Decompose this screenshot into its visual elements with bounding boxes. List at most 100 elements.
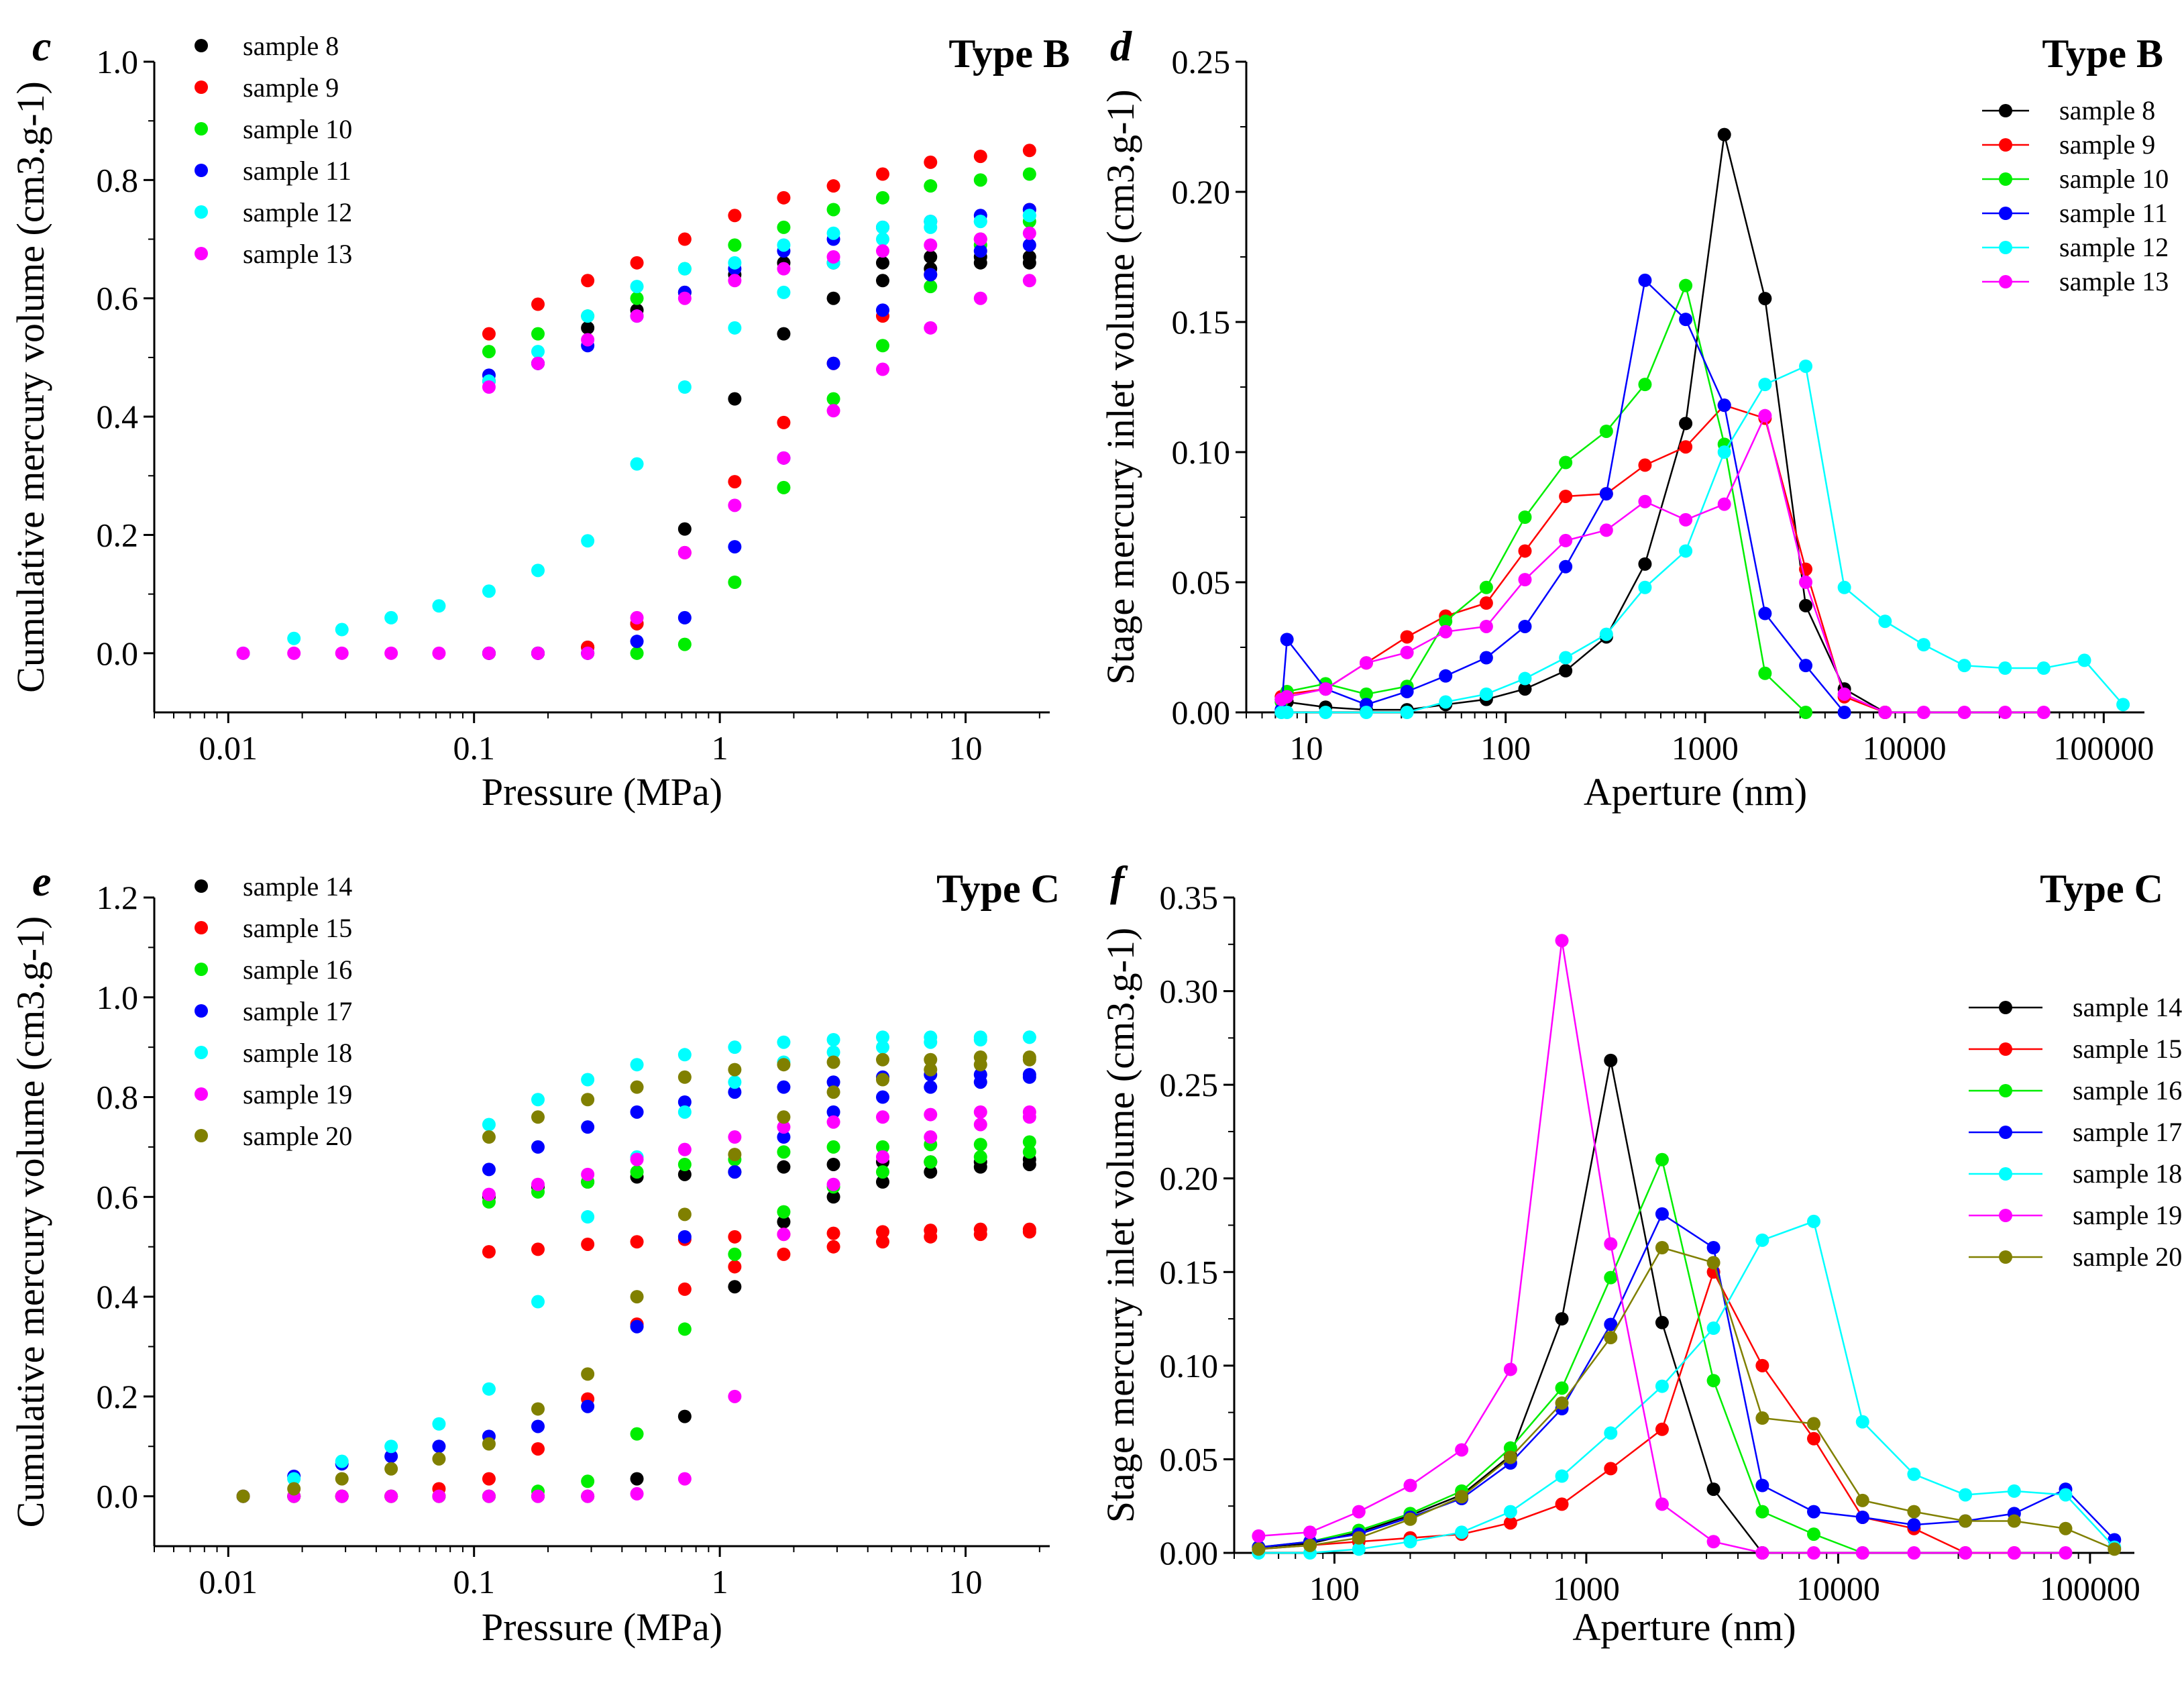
extrusion-point — [973, 1030, 987, 1044]
data-point — [1755, 1411, 1769, 1425]
data-point — [1907, 1518, 1921, 1532]
extrusion-point — [677, 1070, 692, 1084]
data-point — [1518, 619, 1532, 633]
y-tick-label: 0.8 — [97, 161, 139, 199]
data-point — [1679, 313, 1693, 327]
data-point — [2059, 1546, 2073, 1560]
data-point — [1479, 651, 1493, 665]
legend-item: sample 19 — [195, 1079, 352, 1109]
series-line — [1258, 1212, 2116, 1548]
series-line — [1280, 278, 1845, 713]
data-point — [2007, 1514, 2021, 1528]
panel-letter: f — [1110, 857, 1128, 905]
legend-marker — [1999, 1001, 2012, 1014]
y-tick-label: 0.25 — [1172, 43, 1231, 80]
extrusion-point — [826, 1075, 840, 1089]
extrusion-point — [777, 1120, 791, 1134]
intrusion-point — [630, 610, 644, 625]
intrusion-point — [236, 646, 250, 660]
series-line — [1258, 1246, 2115, 1550]
extrusion-point — [581, 1093, 595, 1107]
intrusion-point — [875, 1090, 889, 1104]
series-sample-19 — [1252, 934, 2073, 1560]
legend-label: sample 13 — [243, 239, 352, 269]
extrusion-point — [677, 1095, 692, 1109]
extrusion-point — [777, 1145, 791, 1159]
data-point — [1400, 645, 1414, 659]
extrusion-point — [924, 1052, 938, 1067]
data-point — [2059, 1521, 2073, 1535]
data-point — [1655, 1152, 1669, 1167]
intrusion-point — [432, 599, 446, 613]
series-sample-12 — [236, 209, 1036, 660]
extrusion-point — [777, 1035, 791, 1049]
intrusion-point — [581, 1474, 595, 1488]
intrusion-point — [924, 268, 938, 282]
series-sample-18 — [236, 1030, 1036, 1503]
data-point — [1518, 671, 1532, 686]
series-line — [1258, 1060, 1763, 1554]
data-point — [1998, 661, 2012, 675]
intrusion-point — [777, 1215, 791, 1229]
intrusion-point — [826, 392, 840, 406]
data-point — [1359, 687, 1373, 701]
y-tick-label: 0.15 — [1172, 303, 1231, 341]
x-tick-label: 1000 — [1553, 1570, 1620, 1607]
data-point — [2077, 653, 2091, 667]
intrusion-point — [677, 1230, 692, 1244]
extrusion-point — [826, 250, 840, 264]
legend-item: sample 18 — [195, 1038, 352, 1068]
data-point — [1855, 1415, 1869, 1429]
series-sample-11 — [482, 203, 1036, 660]
extrusion-point — [826, 203, 840, 217]
data-point — [1957, 706, 1971, 719]
legend-marker — [195, 1004, 208, 1018]
extrusion-point — [924, 1107, 938, 1122]
extrusion-point — [581, 1167, 595, 1181]
extrusion-point — [777, 1058, 791, 1072]
intrusion-point — [531, 1419, 545, 1433]
intrusion-point — [728, 576, 742, 589]
data-point — [1559, 651, 1573, 665]
extrusion-point — [826, 1115, 840, 1129]
data-point — [1599, 424, 1613, 438]
legend-marker — [1999, 1042, 2012, 1056]
intrusion-point — [335, 1472, 349, 1486]
extrusion-point — [1022, 1030, 1036, 1044]
data-point — [1807, 1431, 1821, 1446]
extrusion-point — [777, 262, 791, 276]
extrusion-point — [1022, 1222, 1036, 1236]
legend-item: sample 14 — [1969, 992, 2182, 1022]
legend-label: sample 14 — [2073, 992, 2182, 1022]
extrusion-point — [973, 150, 987, 164]
intrusion-point — [630, 1472, 644, 1486]
extrusion-point — [531, 1140, 545, 1154]
intrusion-point — [924, 280, 938, 294]
data-point — [1916, 638, 1930, 652]
legend-label: sample 16 — [2073, 1075, 2182, 1105]
x-tick-label: 10000 — [1796, 1570, 1880, 1607]
extrusion-point — [924, 215, 938, 229]
series-sample-8 — [1274, 127, 1892, 719]
data-point — [1559, 533, 1573, 547]
legend-label: sample 15 — [2073, 1034, 2182, 1064]
x-tick-label: 1 — [712, 729, 728, 767]
data-point — [1479, 596, 1493, 610]
data-point — [1604, 1237, 1618, 1251]
intrusion-point — [677, 610, 692, 625]
extrusion-point — [531, 1110, 545, 1124]
extrusion-point — [924, 179, 938, 193]
data-point — [1518, 573, 1532, 587]
legend-marker — [1999, 275, 2012, 288]
intrusion-point — [777, 285, 791, 299]
intrusion-point — [875, 1175, 889, 1189]
data-point — [1555, 1497, 1569, 1511]
series-sample-8 — [482, 250, 1036, 660]
data-point — [1758, 292, 1772, 306]
extrusion-point — [777, 220, 791, 234]
legend-label: sample 8 — [2059, 95, 2155, 125]
y-tick-label: 0.05 — [1160, 1440, 1219, 1478]
extrusion-point — [531, 1093, 545, 1107]
data-point — [1319, 682, 1333, 696]
legend-item: sample 16 — [1969, 1075, 2182, 1105]
